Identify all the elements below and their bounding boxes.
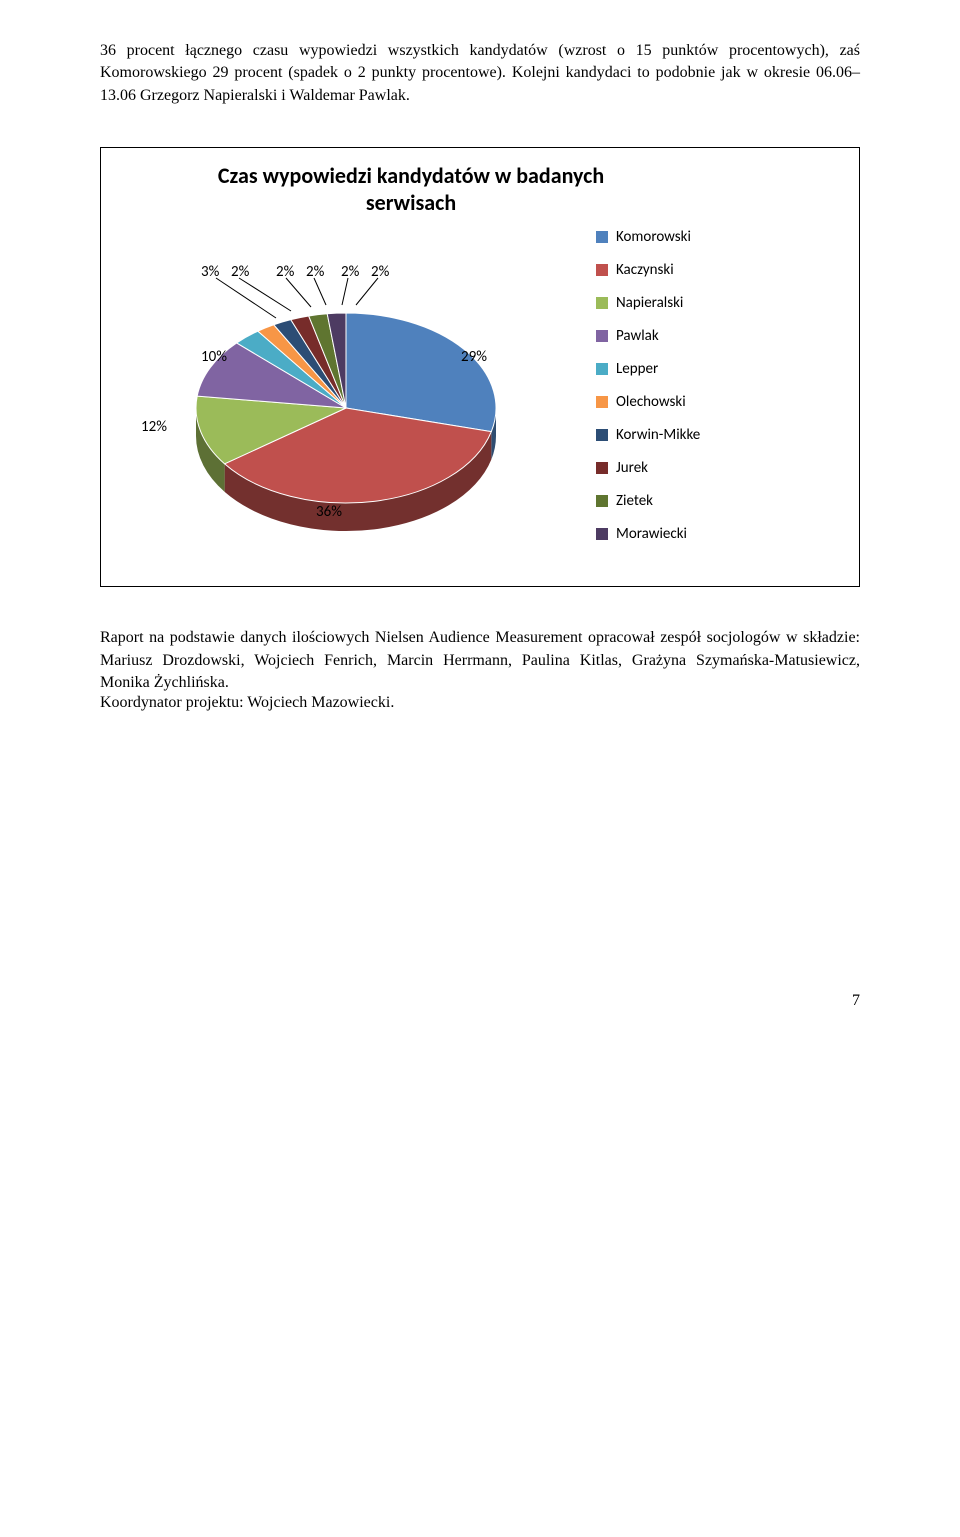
legend-item: Napieralski: [596, 294, 700, 312]
legend-item: Korwin-Mikke: [596, 426, 700, 444]
body-paragraph-3: Koordynator projektu: Wojciech Mazowieck…: [100, 694, 860, 712]
legend-swatch: [596, 264, 608, 276]
legend-swatch: [596, 528, 608, 540]
legend-item: Jurek: [596, 459, 700, 477]
legend-label: Komorowski: [616, 228, 691, 246]
legend-label: Korwin-Mikke: [616, 426, 700, 444]
legend-label: Pawlak: [616, 327, 659, 345]
legend-swatch: [596, 231, 608, 243]
legend-item: Komorowski: [596, 228, 700, 246]
legend-item: Zietek: [596, 492, 700, 510]
legend-swatch: [596, 495, 608, 507]
body-paragraph-2: Raport na podstawie danych ilościowych N…: [100, 627, 860, 694]
legend-swatch: [596, 462, 608, 474]
legend-swatch: [596, 429, 608, 441]
legend-item: Kaczynski: [596, 261, 700, 279]
legend-item: Olechowski: [596, 393, 700, 411]
legend-label: Olechowski: [616, 393, 686, 411]
legend-label: Lepper: [616, 360, 658, 378]
legend-label: Jurek: [616, 459, 648, 477]
legend-item: Lepper: [596, 360, 700, 378]
legend-label: Napieralski: [616, 294, 683, 312]
leader-lines: [116, 208, 586, 588]
chart-legend: Komorowski Kaczynski Napieralski Pawlak Lepp…: [596, 228, 700, 558]
legend-swatch: [596, 297, 608, 309]
pie-chart-container: Czas wypowiedzi kandydatów w badanych se…: [100, 147, 860, 587]
legend-swatch: [596, 330, 608, 342]
page-number: 7: [100, 992, 860, 1010]
legend-item: Pawlak: [596, 327, 700, 345]
body-paragraph-1: 36 procent łącznego czasu wypowiedzi wsz…: [100, 40, 860, 107]
legend-item: Morawiecki: [596, 525, 700, 543]
legend-label: Zietek: [616, 492, 653, 510]
legend-swatch: [596, 396, 608, 408]
legend-label: Kaczynski: [616, 261, 674, 279]
pie-chart: 29% 36% 12% 10% 3% 2% 2% 2% 2% 2%: [116, 208, 586, 588]
legend-swatch: [596, 363, 608, 375]
legend-label: Morawiecki: [616, 525, 687, 543]
